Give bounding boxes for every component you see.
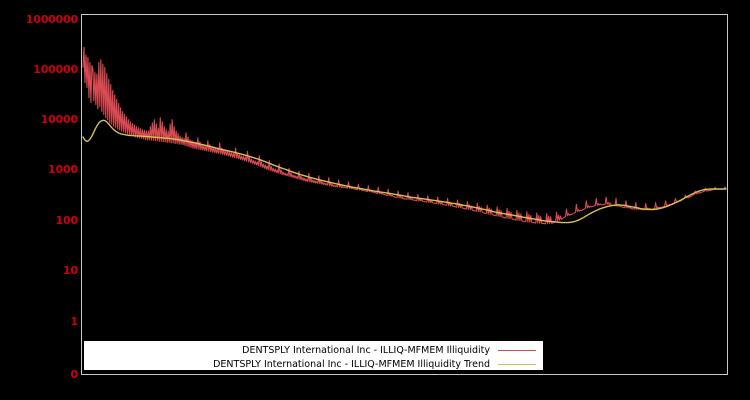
y-axis-tick-labels: 1000000 100000 10000 1000 100 10 1 0 — [0, 0, 78, 400]
y-tick-label-100: 100 — [55, 214, 79, 227]
illiquidity-trend-line — [82, 119, 727, 224]
y-tick-label-10: 10 — [63, 264, 78, 277]
y-tick-label-1: 1 — [70, 315, 79, 328]
y-tick-label-100000: 100000 — [33, 63, 78, 76]
legend-label-illiquidity-trend: DENTSPLY International Inc - ILLIQ-MFMEM… — [213, 358, 490, 370]
y-tick-label-1000000: 1000000 — [25, 13, 78, 26]
legend-item-illiquidity[interactable]: DENTSPLY International Inc - ILLIQ-MFMEM… — [85, 343, 542, 357]
legend-swatch-illiquidity-trend — [498, 363, 536, 365]
legend-item-illiquidity-trend[interactable]: DENTSPLY International Inc - ILLIQ-MFMEM… — [85, 357, 542, 371]
legend-swatch-illiquidity — [498, 349, 536, 351]
y-tick-label-1000: 1000 — [48, 163, 78, 176]
plot-area — [81, 14, 728, 375]
y-tick-label-10000: 10000 — [40, 113, 78, 126]
chart-series-svg — [82, 46, 727, 225]
chart-legend: DENTSPLY International Inc - ILLIQ-MFMEM… — [84, 341, 543, 370]
y-tick-label-0: 0 — [70, 368, 79, 381]
legend-label-illiquidity: DENTSPLY International Inc - ILLIQ-MFMEM… — [242, 344, 490, 356]
illiquidity-line — [82, 46, 727, 225]
